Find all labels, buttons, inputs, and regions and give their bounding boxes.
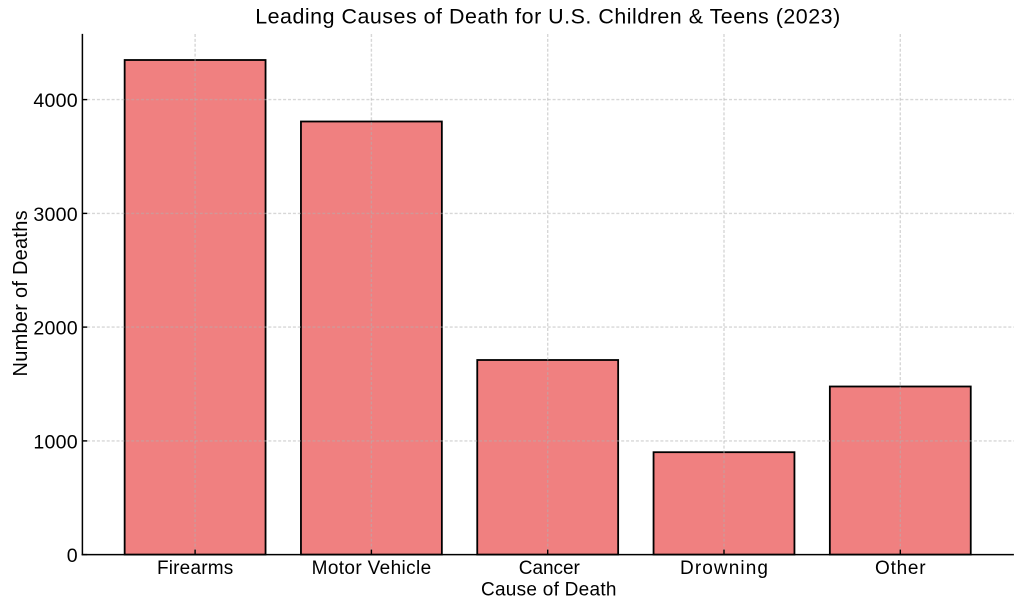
svg-text:2000: 2000	[33, 318, 77, 340]
svg-text:Leading Causes of Death for U.: Leading Causes of Death for U.S. Childre…	[255, 5, 840, 29]
svg-text:1000: 1000	[33, 431, 77, 453]
svg-text:3000: 3000	[33, 204, 77, 226]
svg-text:Other: Other	[875, 558, 926, 579]
svg-text:0: 0	[67, 545, 78, 567]
svg-text:Number of Deaths: Number of Deaths	[10, 210, 32, 376]
svg-text:Cause of Death: Cause of Death	[481, 580, 617, 601]
svg-text:Motor Vehicle: Motor Vehicle	[312, 558, 432, 579]
svg-text:4000: 4000	[33, 90, 77, 112]
svg-text:Firearms: Firearms	[157, 558, 233, 579]
svg-text:Cancer: Cancer	[519, 558, 581, 579]
svg-text:Drowning: Drowning	[680, 558, 768, 579]
